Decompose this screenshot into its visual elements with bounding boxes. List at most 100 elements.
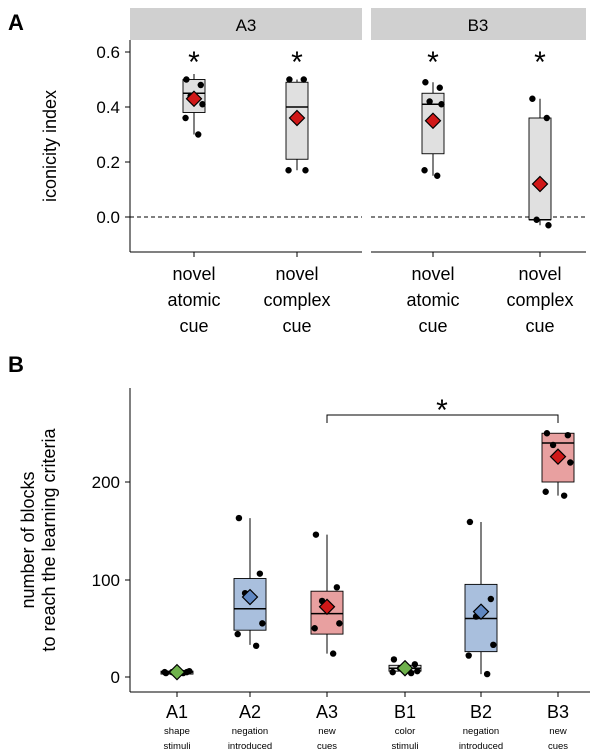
mean-marker xyxy=(549,448,567,465)
x-sublabel: negation xyxy=(463,726,499,737)
data-point xyxy=(302,167,309,174)
facet-label-b3: B3 xyxy=(468,16,489,35)
data-point xyxy=(311,625,318,632)
y-axis-title-line1: number of blocks xyxy=(18,471,38,608)
data-point xyxy=(414,667,421,675)
x-sublabel: introduced xyxy=(459,741,503,752)
significance-bracket: * xyxy=(326,394,559,427)
x-label-line: cue xyxy=(525,316,554,336)
data-point xyxy=(422,79,429,86)
data-point xyxy=(411,661,419,668)
data-point xyxy=(564,432,572,439)
x-category-labels: A1 shape stimuli A2 negation introduced A3 new c… xyxy=(164,692,569,752)
x-label-line: novel xyxy=(411,264,454,284)
x-label-line: novel xyxy=(518,264,561,284)
data-point xyxy=(197,81,204,89)
data-point xyxy=(336,620,343,627)
x-label-line: complex xyxy=(263,290,330,310)
data-point xyxy=(300,76,307,83)
x-category-label: A3 xyxy=(316,702,338,722)
x-category-label: A2 xyxy=(239,702,261,722)
mean-marker xyxy=(396,659,414,677)
data-point xyxy=(235,514,243,522)
data-point xyxy=(434,172,441,179)
data-point xyxy=(234,630,241,638)
panel-a: A A3 B3 0.6 0.4 0.2 0.0 iconicity index xyxy=(8,8,586,336)
y-tick-label: 200 xyxy=(92,473,120,492)
data-point xyxy=(466,518,474,526)
data-point xyxy=(542,488,549,495)
bracket-line xyxy=(326,414,559,423)
data-point xyxy=(438,101,445,108)
x-label-line: novel xyxy=(275,264,318,284)
significance-star: * xyxy=(188,46,200,79)
y-tick-label: 0.6 xyxy=(96,43,120,62)
data-point xyxy=(465,652,472,659)
facet-strip-a3 xyxy=(130,8,362,40)
data-point xyxy=(312,531,320,538)
data-point xyxy=(252,642,260,649)
data-point xyxy=(543,430,551,437)
x-label-line: cue xyxy=(282,316,311,336)
x-sublabel: negation xyxy=(232,726,268,737)
x-label-line: cue xyxy=(418,316,447,336)
y-tick-label: 0.2 xyxy=(96,153,120,172)
data-point xyxy=(490,641,497,649)
x-sublabel: cues xyxy=(317,741,337,752)
x-label-line: complex xyxy=(506,290,573,310)
x-category-labels: novel atomic cue novel complex cue novel… xyxy=(167,264,573,336)
x-sublabel: cues xyxy=(548,741,568,752)
data-point xyxy=(529,95,536,102)
data-point xyxy=(161,668,168,676)
mean-marker xyxy=(424,112,442,130)
data-point xyxy=(487,595,495,603)
x-label-line: atomic xyxy=(167,290,220,310)
mean-marker xyxy=(531,175,549,193)
boxplots-b xyxy=(160,430,575,681)
data-point xyxy=(199,101,206,108)
data-point xyxy=(426,98,433,105)
significance-star: * xyxy=(436,394,448,427)
data-point xyxy=(183,76,190,83)
panel-a-letter: A xyxy=(8,10,24,35)
y-tick-label: 0.0 xyxy=(96,208,120,227)
data-point xyxy=(195,131,202,138)
boxplots-a xyxy=(182,74,552,229)
y-ticks: 200 100 0 xyxy=(92,473,130,687)
x-sublabel: stimuli xyxy=(164,741,191,752)
mean-marker xyxy=(288,109,306,127)
data-point xyxy=(329,650,337,657)
box xyxy=(528,117,552,221)
data-point xyxy=(256,570,264,577)
data-point xyxy=(560,492,568,499)
data-point xyxy=(421,167,428,174)
panel-b: B 200 100 0 number of blocks to reach th… xyxy=(8,352,590,752)
y-tick-label: 0.4 xyxy=(96,98,120,117)
data-point xyxy=(390,656,398,663)
mean-marker xyxy=(318,598,336,616)
data-point xyxy=(436,84,443,91)
x-sublabel: introduced xyxy=(228,741,272,752)
data-point xyxy=(533,216,540,223)
y-tick-label: 0 xyxy=(111,668,120,687)
mean-marker xyxy=(241,588,259,606)
x-label-line: cue xyxy=(179,316,208,336)
mean-marker xyxy=(472,603,490,621)
data-point xyxy=(186,667,193,675)
x-sublabel: color xyxy=(395,726,416,737)
y-axis-title-line2: to reach the learning criteria xyxy=(39,427,59,651)
x-label-line: atomic xyxy=(406,290,459,310)
x-sublabel: shape xyxy=(164,726,190,737)
data-point xyxy=(333,584,341,591)
x-category-label: B2 xyxy=(470,702,492,722)
x-sublabel: new xyxy=(318,726,336,737)
x-label-line: novel xyxy=(172,264,215,284)
data-point xyxy=(545,222,552,229)
data-point xyxy=(543,114,550,122)
facet-strip-b3 xyxy=(371,8,586,40)
data-point xyxy=(286,76,293,83)
data-point xyxy=(567,459,574,466)
data-point xyxy=(389,668,396,676)
x-category-label: B1 xyxy=(394,702,416,722)
